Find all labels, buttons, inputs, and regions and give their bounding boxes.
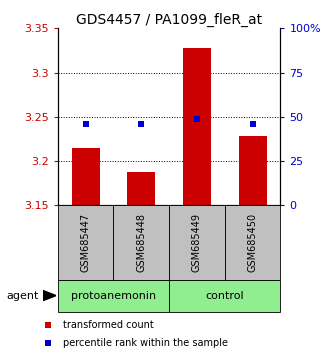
Text: GSM685450: GSM685450 bbox=[248, 213, 258, 272]
Bar bbox=[183, 48, 211, 205]
Text: GSM685447: GSM685447 bbox=[81, 213, 91, 272]
Bar bbox=[72, 148, 100, 205]
Text: control: control bbox=[206, 291, 244, 301]
Bar bbox=[58, 280, 169, 312]
Bar bbox=[225, 205, 280, 280]
Text: protoanemonin: protoanemonin bbox=[71, 291, 156, 301]
Text: agent: agent bbox=[7, 291, 39, 301]
Bar bbox=[169, 280, 280, 312]
Bar bbox=[239, 136, 267, 205]
Text: GSM685449: GSM685449 bbox=[192, 213, 202, 272]
Text: transformed count: transformed count bbox=[63, 320, 153, 330]
Bar bbox=[114, 205, 169, 280]
Bar bbox=[127, 172, 155, 205]
Polygon shape bbox=[43, 291, 56, 301]
Text: percentile rank within the sample: percentile rank within the sample bbox=[63, 338, 228, 348]
Bar bbox=[58, 205, 114, 280]
Title: GDS4457 / PA1099_fleR_at: GDS4457 / PA1099_fleR_at bbox=[76, 13, 262, 27]
Text: GSM685448: GSM685448 bbox=[136, 213, 146, 272]
Bar bbox=[169, 205, 225, 280]
